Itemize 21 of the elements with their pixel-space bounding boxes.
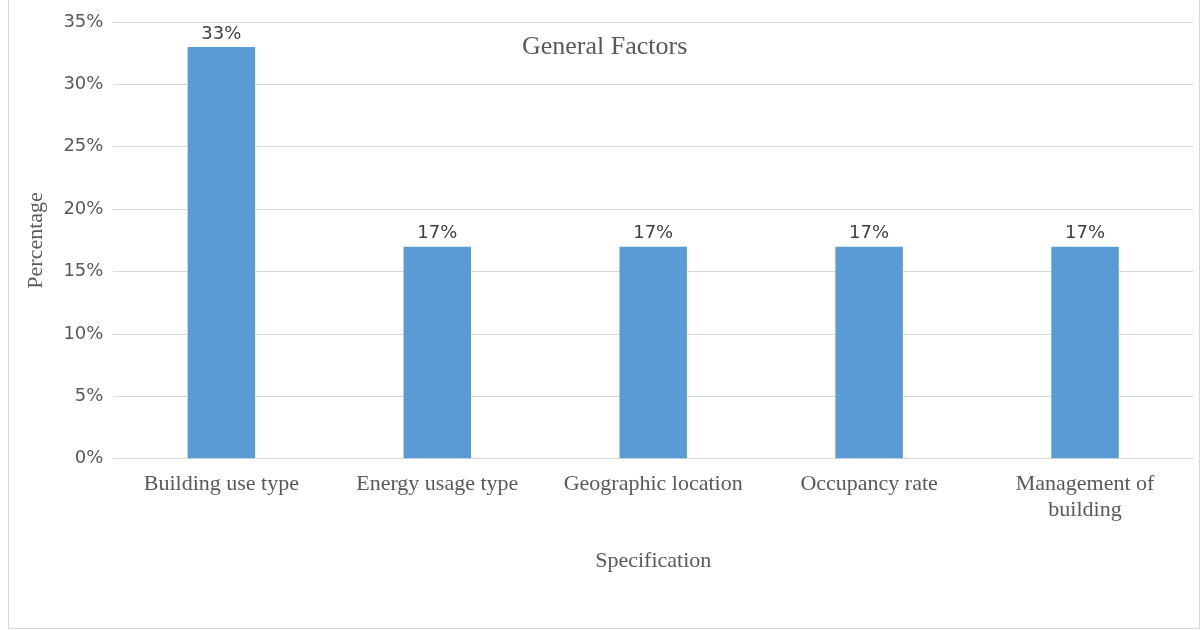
y-tick-label: 20% (63, 196, 104, 218)
y-tick-label: 10% (63, 321, 104, 343)
x-tick-label: Building use type (143, 469, 299, 495)
y-tick-label: 25% (63, 134, 104, 156)
chart-title: General Factors (521, 30, 688, 60)
data-label: 17% (849, 221, 890, 243)
data-label: 17% (1065, 221, 1106, 243)
x-tick-label: Geographic location (563, 469, 743, 495)
data-label: 17% (633, 221, 674, 243)
y-tick-label: 5% (74, 384, 104, 406)
data-label: 17% (417, 221, 458, 243)
x-tick-label: Energy usage type (356, 469, 519, 495)
y-axis-title: Percentage (21, 192, 47, 289)
y-tick-label: 35% (63, 9, 104, 31)
data-label: 33% (201, 21, 242, 43)
x-axis-title: Specification (595, 546, 712, 572)
x-tick-label: Management of building (1015, 469, 1156, 522)
x-tick-label: Occupancy rate (800, 469, 938, 495)
y-tick-label: 15% (63, 259, 104, 281)
y-tick-label: 0% (74, 446, 104, 468)
y-tick-label: 30% (63, 72, 104, 94)
